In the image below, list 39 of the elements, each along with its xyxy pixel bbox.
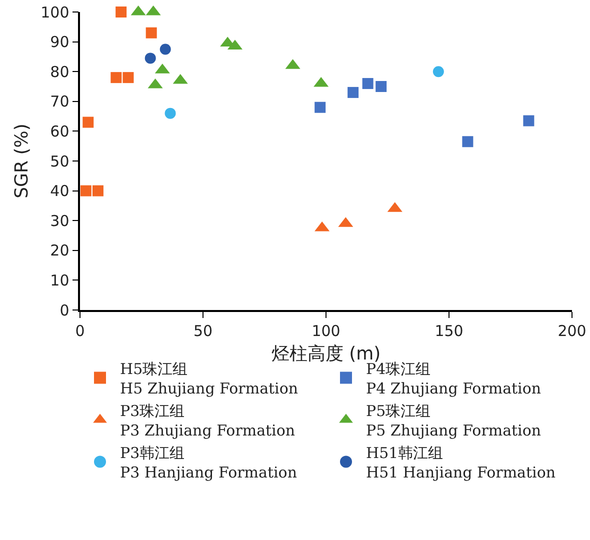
point [376, 81, 387, 92]
point [314, 102, 326, 113]
point [82, 116, 94, 128]
y-tick-label: 10 [50, 271, 70, 290]
x-tick-label: 50 [193, 322, 213, 340]
point [362, 78, 374, 90]
point [348, 86, 359, 98]
point [432, 66, 444, 78]
y-tick-label: 80 [50, 62, 70, 81]
legend-label: P5珠江组 P5 Zhujiang Formation [366, 402, 542, 440]
point [116, 6, 127, 18]
y-tick-label: 20 [50, 242, 70, 260]
y-tick-label: 40 [50, 182, 70, 200]
point [160, 44, 171, 55]
point [122, 72, 134, 84]
legend-label: P3珠江组 P3 Zhujiang Formation [120, 402, 296, 440]
y-axis-title: SGR (%) [11, 124, 32, 198]
y-tick-label: 0 [60, 301, 70, 320]
x-tick-label: 150 [434, 322, 464, 340]
y-tick-label: 70 [50, 92, 70, 111]
x-axis-title: 烃柱高度 (m) [271, 343, 381, 364]
legend-label: H51韩江组 H51 Hanjiang Formation [366, 444, 556, 482]
point [462, 136, 474, 148]
x-tick-label: 0 [75, 322, 85, 340]
point [144, 52, 156, 64]
point [80, 185, 92, 196]
y-tick-label: 50 [50, 152, 70, 170]
legend-label: P3韩江组 P3 Hanjiang Formation [120, 444, 298, 482]
x-tick-label: 100 [312, 322, 340, 340]
y-tick-label: 60 [50, 122, 70, 140]
x-tick-label: 200 [558, 322, 586, 340]
point [164, 108, 176, 119]
y-tick-label: 100 [40, 3, 70, 22]
point [92, 185, 104, 196]
y-tick-label: 30 [50, 212, 70, 230]
point [523, 115, 534, 126]
point [110, 72, 122, 84]
point [146, 27, 157, 38]
y-tick-label: 90 [50, 33, 70, 52]
